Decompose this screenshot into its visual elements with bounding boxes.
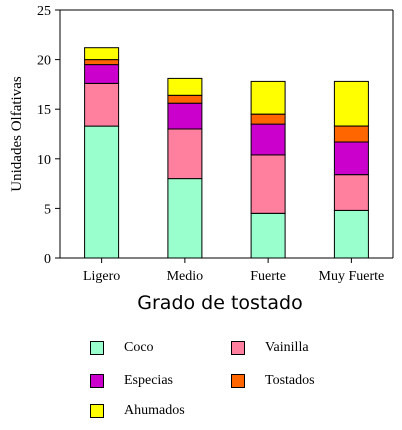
bar-segment-ahumados-0 bbox=[84, 47, 120, 61]
y-tick-label: 5 bbox=[44, 202, 51, 217]
bar-segment-especias-3 bbox=[333, 141, 369, 176]
legend-swatch-coco bbox=[90, 341, 104, 355]
bar-segment-coco-2 bbox=[250, 212, 286, 259]
bar-segment-vainilla-3 bbox=[333, 174, 369, 211]
legend-label-coco: Coco bbox=[124, 340, 154, 355]
legend: Coco Vainilla Especias Tostados Ahumados bbox=[0, 334, 402, 430]
x-ticks-group: Ligero Medio Fuerte Muy Fuerte bbox=[83, 258, 384, 284]
bar-segment-tostados-2 bbox=[250, 113, 286, 125]
bar-segment-vainilla-2 bbox=[250, 154, 286, 214]
bar-segment-ahumados-1 bbox=[167, 77, 203, 96]
bar-segment-coco-1 bbox=[167, 178, 203, 259]
x-tick-label: Ligero bbox=[83, 269, 120, 284]
bars-group bbox=[84, 47, 369, 259]
bar-segment-coco-3 bbox=[333, 209, 369, 259]
x-axis-label: Grado de tostado bbox=[137, 292, 302, 314]
legend-swatch-tostados bbox=[231, 374, 245, 388]
y-tick-label: 20 bbox=[37, 54, 51, 69]
legend-item-ahumados: Ahumados bbox=[90, 402, 185, 420]
y-tick-label: 0 bbox=[44, 252, 51, 267]
bar-segment-especias-1 bbox=[167, 102, 203, 130]
legend-item-tostados: Tostados bbox=[231, 372, 315, 390]
bar-segment-vainilla-0 bbox=[84, 82, 120, 127]
bar-segment-especias-0 bbox=[84, 64, 120, 84]
x-tick-label: Medio bbox=[167, 269, 204, 284]
legend-label-especias: Especias bbox=[124, 373, 173, 388]
legend-item-coco: Coco bbox=[90, 339, 154, 357]
y-tick-label: 15 bbox=[37, 103, 51, 118]
legend-swatch-ahumados bbox=[90, 404, 104, 418]
bar-segment-vainilla-1 bbox=[167, 128, 203, 180]
bar-segment-tostados-3 bbox=[333, 125, 369, 143]
bar-segment-tostados-1 bbox=[167, 94, 203, 104]
bar-segment-ahumados-3 bbox=[333, 80, 369, 127]
y-axis-label: Unidades Olfativas bbox=[9, 76, 25, 192]
y-tick-label: 10 bbox=[37, 153, 51, 168]
legend-item-vainilla: Vainilla bbox=[231, 339, 309, 357]
x-tick-label: Fuerte bbox=[250, 269, 286, 284]
y-tick-label: 25 bbox=[37, 4, 51, 19]
y-ticks-group: 0 5 10 15 20 25 bbox=[37, 4, 60, 267]
legend-swatch-vainilla bbox=[231, 341, 245, 355]
bar-segment-ahumados-2 bbox=[250, 80, 286, 115]
legend-item-especias: Especias bbox=[90, 372, 173, 390]
legend-label-ahumados: Ahumados bbox=[124, 403, 185, 418]
legend-label-vainilla: Vainilla bbox=[265, 340, 309, 355]
bar-segment-coco-0 bbox=[84, 125, 120, 259]
bar-segment-especias-2 bbox=[250, 123, 286, 156]
stacked-bar-chart: 0 5 10 15 20 25 Ligero Medio Fuerte Muy Fuerte U… bbox=[9, 4, 394, 314]
legend-swatch-especias bbox=[90, 374, 104, 388]
bar-segment-tostados-0 bbox=[84, 59, 120, 66]
x-tick-label: Muy Fuerte bbox=[319, 269, 385, 284]
legend-label-tostados: Tostados bbox=[265, 373, 315, 388]
axes-group bbox=[59, 9, 394, 259]
